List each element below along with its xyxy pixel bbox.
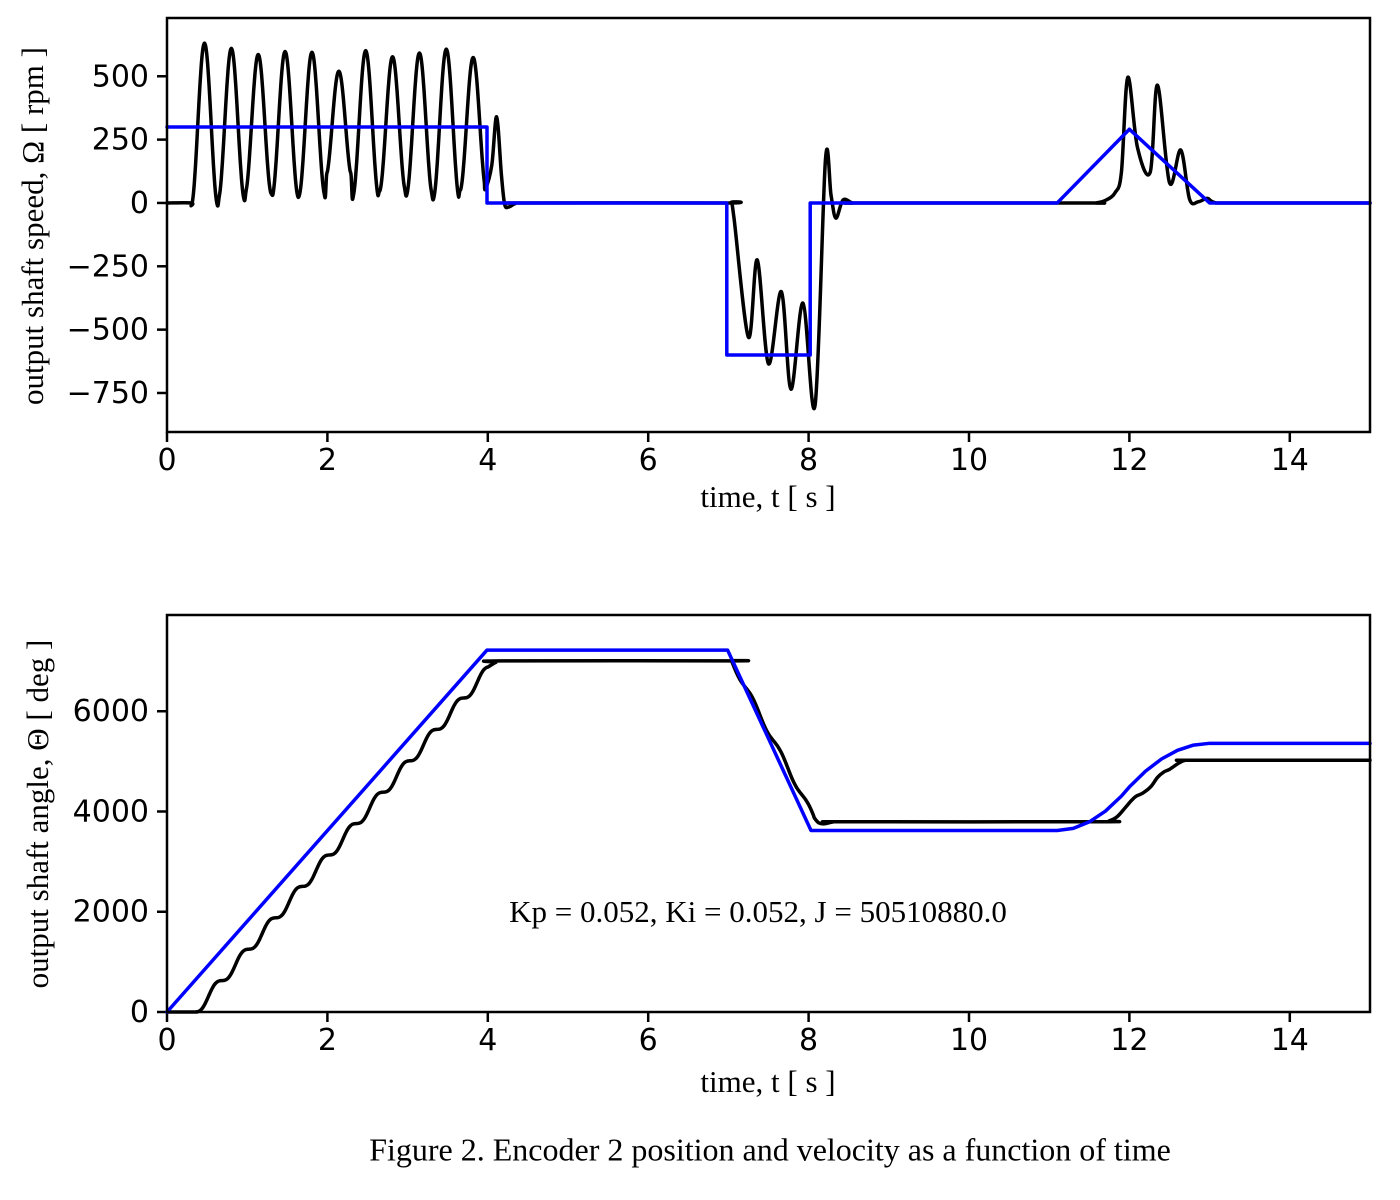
angle-x-axis-label: time, t [ s ] [700,1064,836,1099]
x-tick-label: 4 [478,1023,497,1058]
y-tick-label: 4000 [73,794,149,829]
x-tick-label: 10 [950,1023,988,1058]
x-tick-label: 14 [1271,443,1309,478]
y-tick-label: −500 [67,313,149,348]
y-tick-label: 500 [92,59,149,94]
y-tick-label: −250 [67,249,149,284]
command-angle-line [165,648,1372,1014]
x-tick-label: 6 [639,443,658,478]
x-tick-label: 8 [799,443,818,478]
y-tick-label: 250 [92,123,149,158]
x-tick-label: 6 [639,1023,658,1058]
x-tick-label: 10 [950,443,988,478]
speed-y-axis-label: output shaft speed, Ω [ rpm ] [15,47,50,405]
speed-x-axis-label: time, t [ s ] [700,479,836,514]
x-tick-label: 4 [478,443,497,478]
gain-annotation: Kp = 0.052, Ki = 0.052, J = 50510880.0 [509,894,1007,929]
speed-plot-area: 0 2 4 6 8 10 12 14 −750 −500 −250 0 250 500 [67,16,1372,478]
y-tick-label: 6000 [73,694,149,729]
x-tick-label: 12 [1110,1023,1148,1058]
y-tick-label: 0 [130,186,149,221]
angle-plot-area: 0 2 4 6 8 10 12 14 0 2000 4000 6000 [73,613,1372,1058]
y-tick-label: 0 [130,995,149,1030]
x-tick-label: 0 [157,443,176,478]
x-tick-label: 12 [1110,443,1148,478]
angle-y-axis-label: output shaft angle, Θ [ deg ] [20,639,55,989]
x-tick-label: 0 [157,1023,176,1058]
y-tick-label: −750 [67,376,149,411]
y-tick-label: 2000 [73,895,149,930]
plot-frame [165,16,1372,434]
x-tick-label: 14 [1271,1023,1309,1058]
measured-speed-line [165,41,1372,411]
command-speed-line [165,125,1372,357]
measured-angle-line [165,658,1372,1014]
x-tick-label: 2 [318,1023,337,1058]
x-tick-label: 2 [318,443,337,478]
plot-frame [165,613,1372,1014]
x-tick-label: 8 [799,1023,818,1058]
figure-caption: Figure 2. Encoder 2 position and velocit… [369,1131,1171,1168]
